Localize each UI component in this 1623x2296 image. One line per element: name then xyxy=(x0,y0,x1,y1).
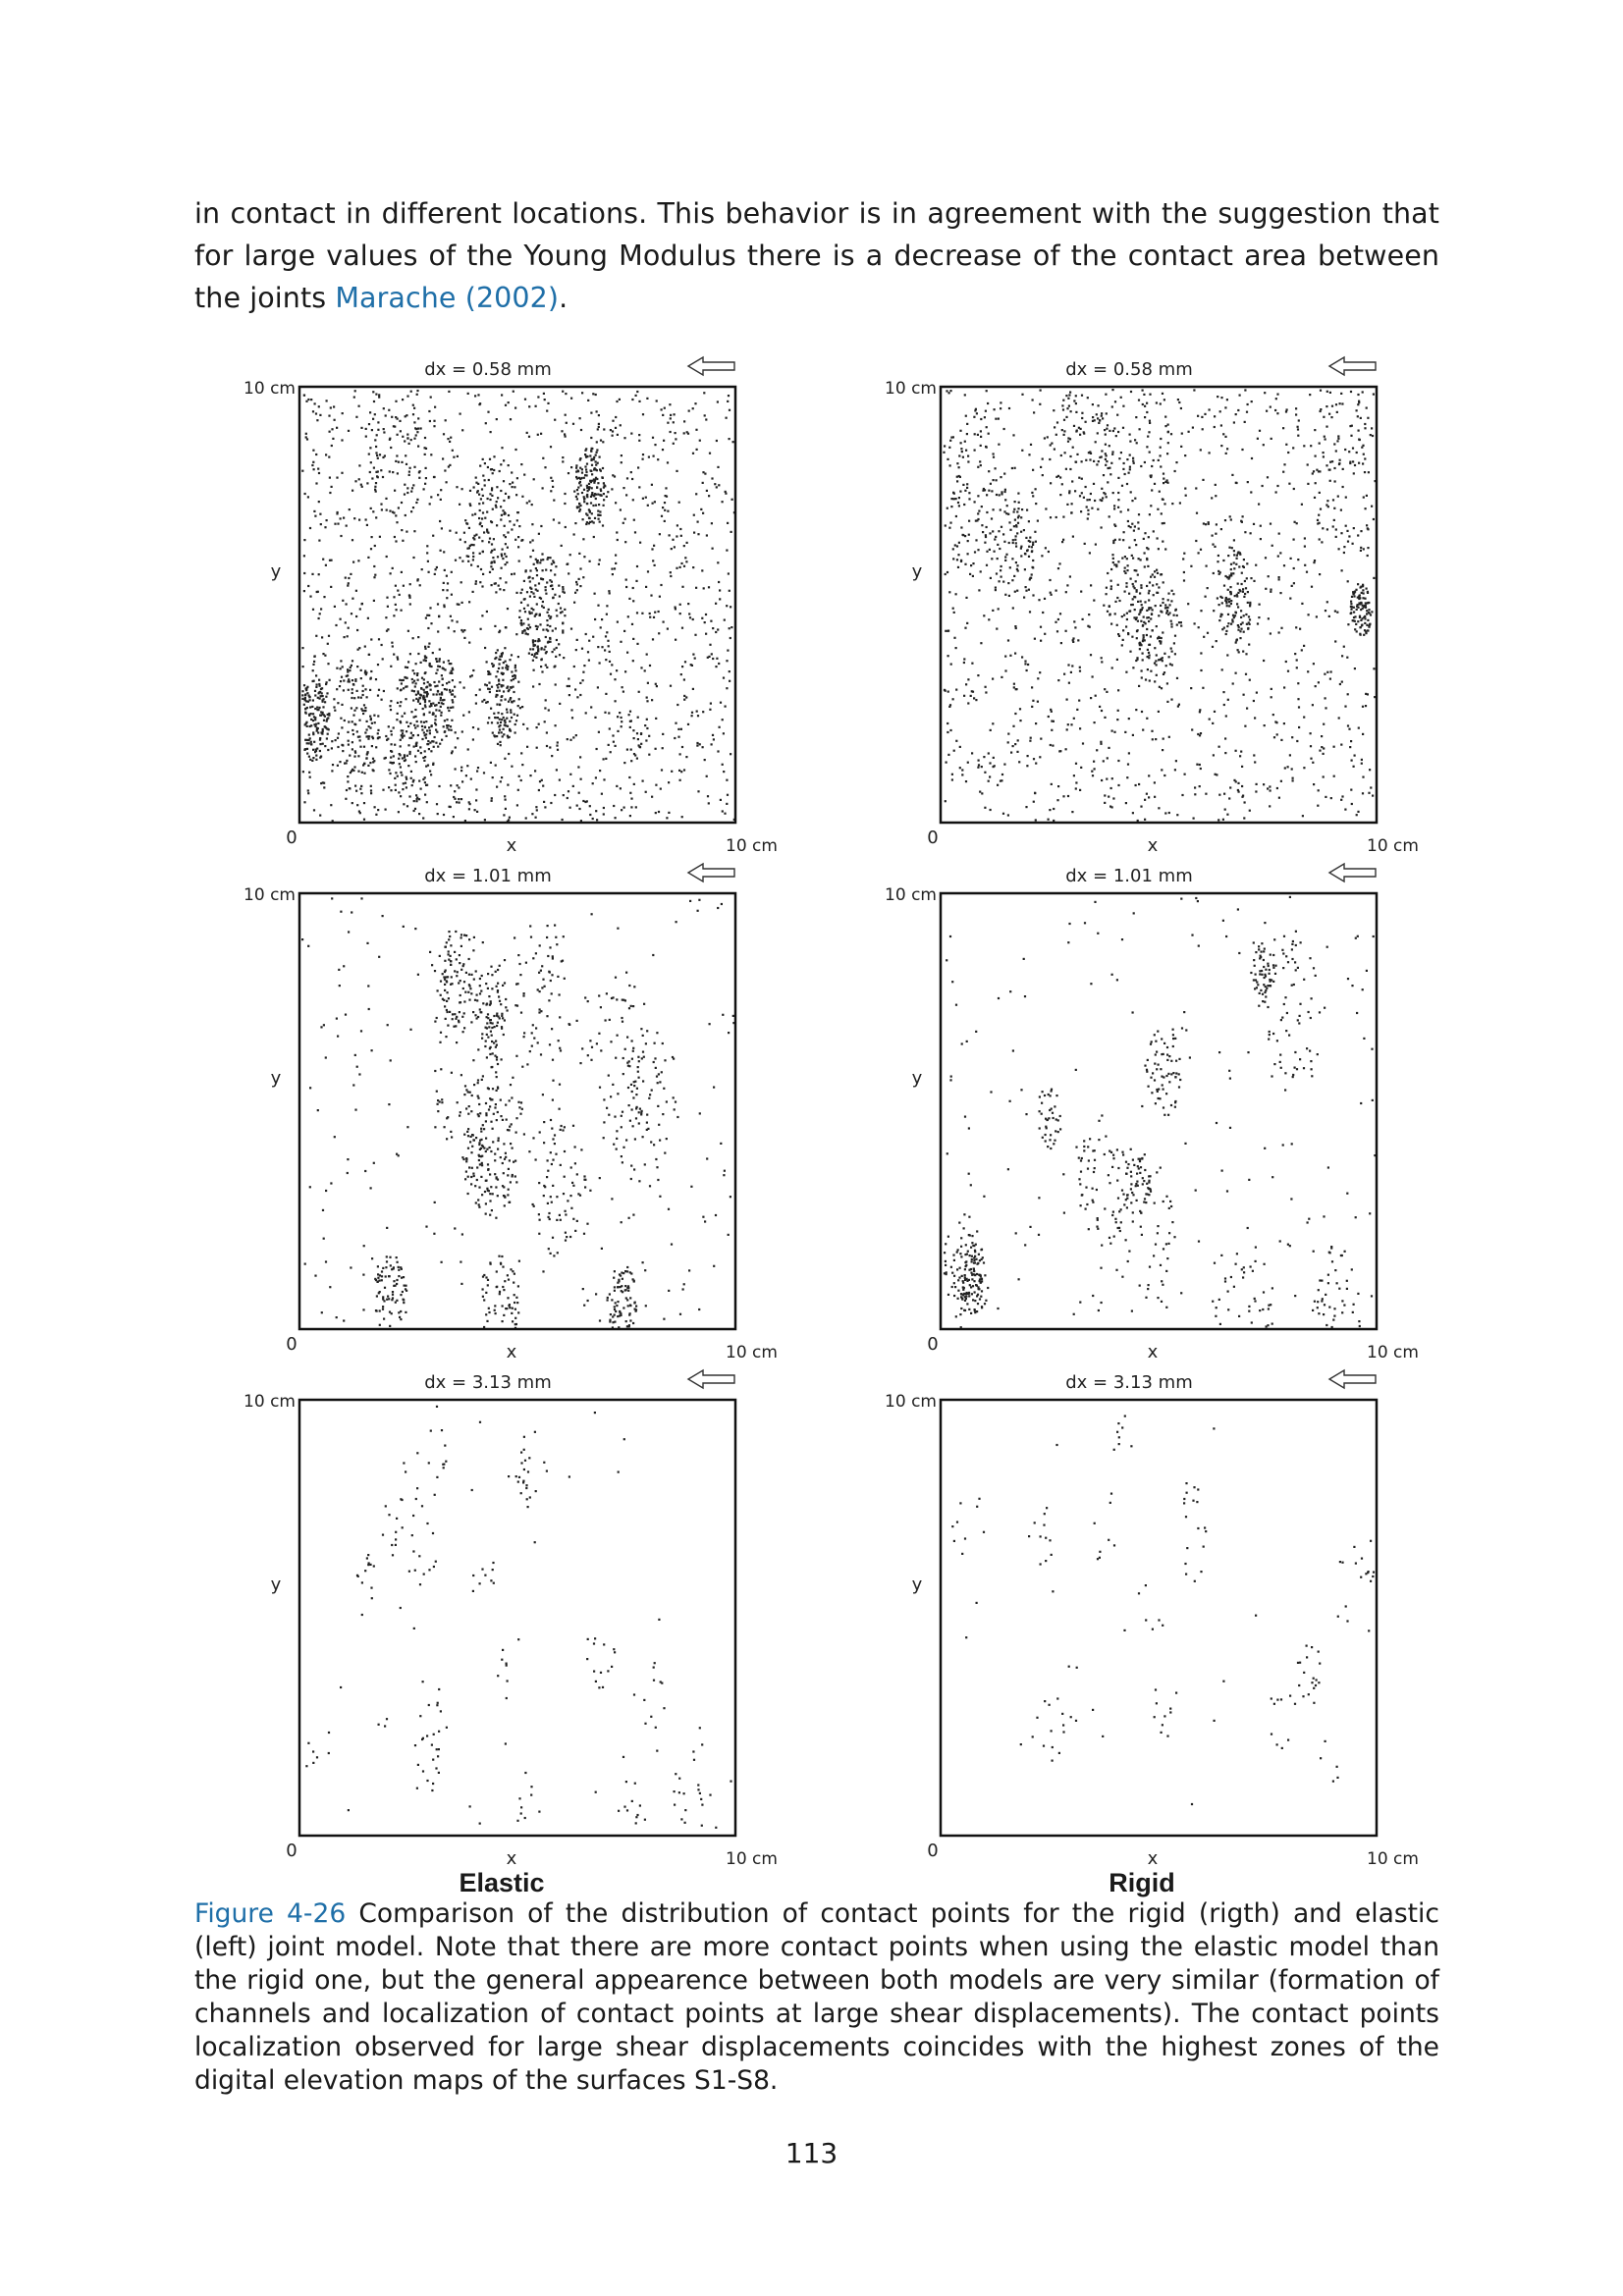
y-axis-label: y xyxy=(912,1575,923,1595)
left-arrow-icon xyxy=(686,862,735,883)
panel-svg: dx = 0.58 mm 10 cm y 0 x 10 cm xyxy=(885,355,1419,856)
y-max-label: 10 cm xyxy=(243,1392,296,1412)
panel-svg: dx = 3.13 mm 10 cm y 0 x 10 cm xyxy=(243,1368,778,1869)
left-arrow-icon xyxy=(1327,862,1377,883)
x-axis-label: x xyxy=(507,1342,517,1362)
contact-points xyxy=(301,389,735,823)
left-arrow-icon xyxy=(686,1368,735,1390)
y-axis-label: y xyxy=(271,1068,282,1089)
x-axis-label: x xyxy=(507,835,517,856)
panel-title: dx = 1.01 mm xyxy=(424,866,551,886)
y-max-label: 10 cm xyxy=(885,379,937,399)
plot-frame xyxy=(298,385,737,825)
figure-caption: Figure 4-26 Comparison of the distributi… xyxy=(194,1897,1439,2098)
contact-points xyxy=(305,1405,732,1829)
x-max-label: 10 cm xyxy=(1367,836,1419,856)
origin-label: 0 xyxy=(286,1841,297,1861)
panel-title: dx = 1.01 mm xyxy=(1065,866,1192,886)
x-max-label: 10 cm xyxy=(726,836,778,856)
panel-svg: dx = 0.58 mm 10 cm y 0 x 10 cm xyxy=(243,355,778,856)
x-max-label: 10 cm xyxy=(726,1343,778,1362)
panel-title: dx = 3.13 mm xyxy=(424,1372,551,1393)
y-axis-label: y xyxy=(271,1575,282,1595)
panel-elastic-2: dx = 1.01 mm 10 cm y 0 x 10 cm xyxy=(228,860,778,1370)
panel-rigid-3: dx = 3.13 mm 10 cm y 0 x 10 cm xyxy=(869,1366,1419,1877)
model-label-rigid: Rigid xyxy=(1109,1868,1175,1897)
x-max-label: 10 cm xyxy=(1367,1343,1419,1362)
plot-frame xyxy=(939,1398,1379,1838)
x-axis-label: x xyxy=(1148,1342,1159,1362)
left-arrow-icon xyxy=(1327,1368,1377,1390)
origin-label: 0 xyxy=(927,1334,938,1355)
plot-frame xyxy=(939,385,1379,825)
x-axis-label: x xyxy=(1148,1848,1159,1869)
y-axis-label: y xyxy=(912,561,923,582)
panel-elastic-3: dx = 3.13 mm 10 cm y 0 x 10 cm xyxy=(228,1366,778,1877)
contact-points xyxy=(943,389,1377,823)
x-max-label: 10 cm xyxy=(726,1849,778,1869)
origin-label: 0 xyxy=(927,1841,938,1861)
origin-label: 0 xyxy=(286,1334,297,1355)
plot-frame xyxy=(298,1398,737,1838)
panel-svg: dx = 1.01 mm 10 cm y 0 x 10 cm xyxy=(885,862,1419,1362)
panel-svg: dx = 3.13 mm 10 cm y 0 x 10 cm xyxy=(885,1368,1419,1869)
page-number: 113 xyxy=(784,2137,839,2169)
origin-label: 0 xyxy=(927,828,938,848)
panel-rigid-2: dx = 1.01 mm 10 cm y 0 x 10 cm xyxy=(869,860,1419,1370)
body-paragraph: in contact in different locations. This … xyxy=(194,192,1439,319)
contact-points xyxy=(301,897,735,1329)
panel-title: dx = 3.13 mm xyxy=(1065,1372,1192,1393)
y-axis-label: y xyxy=(912,1068,923,1089)
caption-text: Comparison of the distribution of contac… xyxy=(194,1898,1439,2096)
contact-points xyxy=(943,895,1377,1329)
x-axis-label: x xyxy=(507,1848,517,1869)
paragraph-end: . xyxy=(559,282,568,314)
y-max-label: 10 cm xyxy=(243,885,296,905)
x-axis-label: x xyxy=(1148,835,1159,856)
panel-elastic-1: dx = 0.58 mm 10 cm y 0 x 10 cm xyxy=(228,353,778,864)
plot-frame xyxy=(939,891,1379,1331)
x-max-label: 10 cm xyxy=(1367,1849,1419,1869)
y-max-label: 10 cm xyxy=(885,1392,937,1412)
contact-points xyxy=(951,1415,1376,1806)
panel-rigid-1: dx = 0.58 mm 10 cm y 0 x 10 cm xyxy=(869,353,1419,864)
model-label-elastic: Elastic xyxy=(459,1868,545,1897)
origin-label: 0 xyxy=(286,828,297,848)
left-arrow-icon xyxy=(1327,355,1377,377)
paragraph-text: in contact in different locations. This … xyxy=(194,197,1439,314)
y-max-label: 10 cm xyxy=(885,885,937,905)
left-arrow-icon xyxy=(686,355,735,377)
citation-link[interactable]: Marache (2002) xyxy=(335,282,560,314)
panel-svg: dx = 1.01 mm 10 cm y 0 x 10 cm xyxy=(243,862,778,1362)
panel-title: dx = 0.58 mm xyxy=(424,359,551,380)
y-max-label: 10 cm xyxy=(243,379,296,399)
y-axis-label: y xyxy=(271,561,282,582)
figure-label[interactable]: Figure 4-26 xyxy=(194,1898,347,1929)
plot-frame xyxy=(298,891,737,1331)
panel-title: dx = 0.58 mm xyxy=(1065,359,1192,380)
